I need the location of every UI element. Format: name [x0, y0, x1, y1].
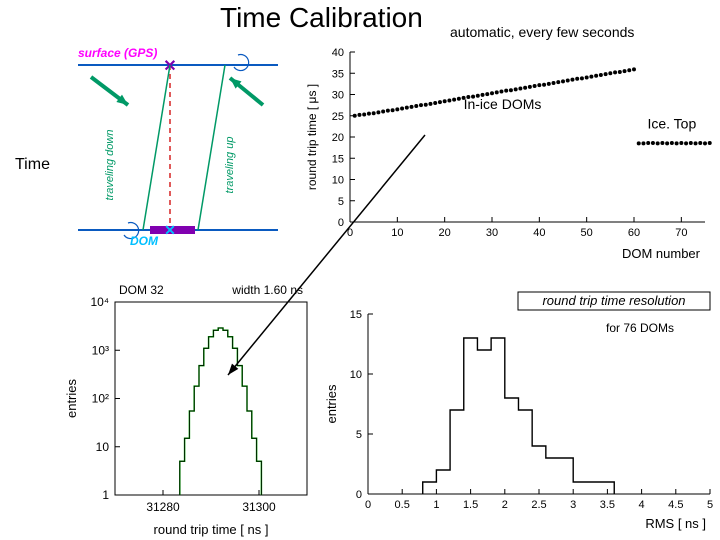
connecting-arrow — [0, 0, 720, 540]
